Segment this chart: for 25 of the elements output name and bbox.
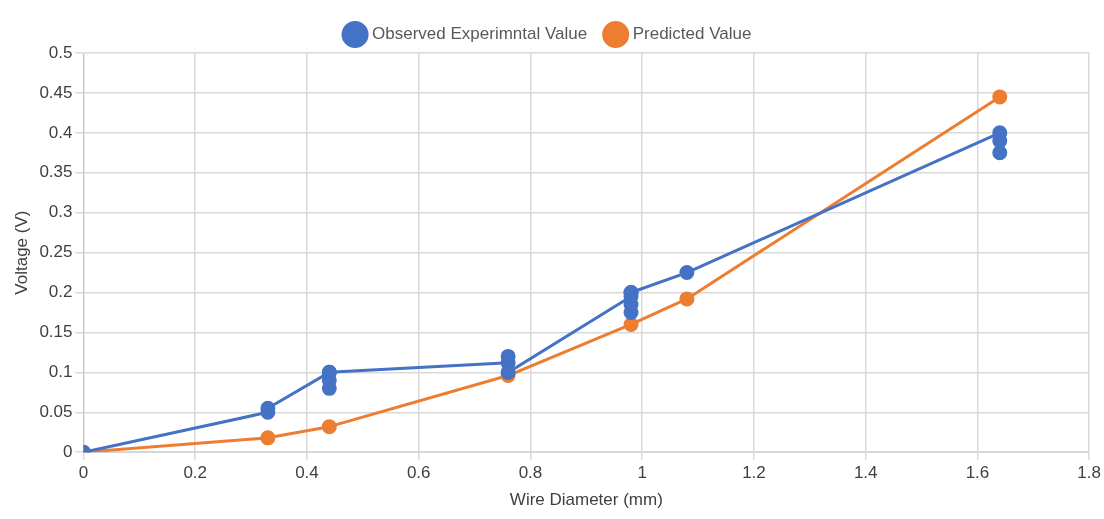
x-tick-label: 1.2	[742, 463, 766, 483]
y-tick-label: 0.5	[48, 42, 73, 62]
y-tick-label: 0.25	[39, 242, 73, 262]
x-tick-label: 1.6	[965, 463, 990, 483]
legend-label: Predicted Value	[632, 24, 752, 44]
y-tick-label: 0.15	[39, 322, 73, 342]
x-tick-label: 1.4	[853, 463, 878, 483]
y-tick-label: 0.3	[48, 202, 73, 222]
x-tick-label: 0.2	[183, 463, 208, 483]
y-tick-label: 0.1	[48, 362, 73, 382]
x-axis-title: Wire Diameter (mm)	[509, 490, 663, 510]
x-tick-label: 0	[78, 463, 89, 483]
legend-label: Observed Experimntal Value	[372, 24, 588, 44]
y-tick-label: 0.45	[39, 82, 73, 102]
x-tick-label: 0.4	[295, 463, 319, 483]
x-tick-label: 0.6	[406, 463, 431, 483]
y-tick-label: 0.4	[48, 122, 73, 142]
y-tick-label: 0.35	[39, 162, 73, 182]
y-tick-label: 0.2	[48, 282, 73, 302]
y-axis-title: Voltage (V)	[11, 210, 31, 295]
x-tick-label: 1.8	[1077, 463, 1101, 483]
x-tick-label: 0.8	[518, 463, 543, 483]
x-tick-label: 1	[637, 463, 647, 483]
y-tick-label: 0	[63, 441, 73, 461]
y-tick-label: 0.05	[39, 401, 73, 421]
